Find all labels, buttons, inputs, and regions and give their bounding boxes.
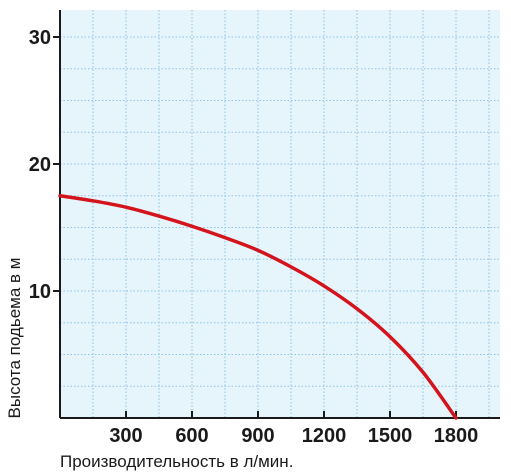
x-tick-label: 900: [241, 425, 274, 447]
plot-area: [60, 10, 500, 418]
x-tick-label: 1200: [302, 425, 347, 447]
series-layer: [58, 194, 458, 420]
y-axis-title: Высота подьема в м: [5, 258, 24, 419]
y-tick-label: 20: [29, 154, 51, 176]
x-tick-label: 1500: [368, 425, 413, 447]
x-tick-label: 600: [175, 425, 208, 447]
y-tick-label: 10: [29, 281, 51, 303]
axes: 10 20 30 300 600 900 1200 1500 1800: [29, 10, 500, 447]
series-line: [58, 194, 458, 420]
x-axis-title: Производительность в л/мин.: [60, 452, 293, 471]
y-tick-label: 30: [29, 27, 51, 49]
grid: [60, 10, 500, 418]
x-tick-label: 300: [109, 425, 142, 447]
x-tick-label: 1800: [434, 425, 479, 447]
